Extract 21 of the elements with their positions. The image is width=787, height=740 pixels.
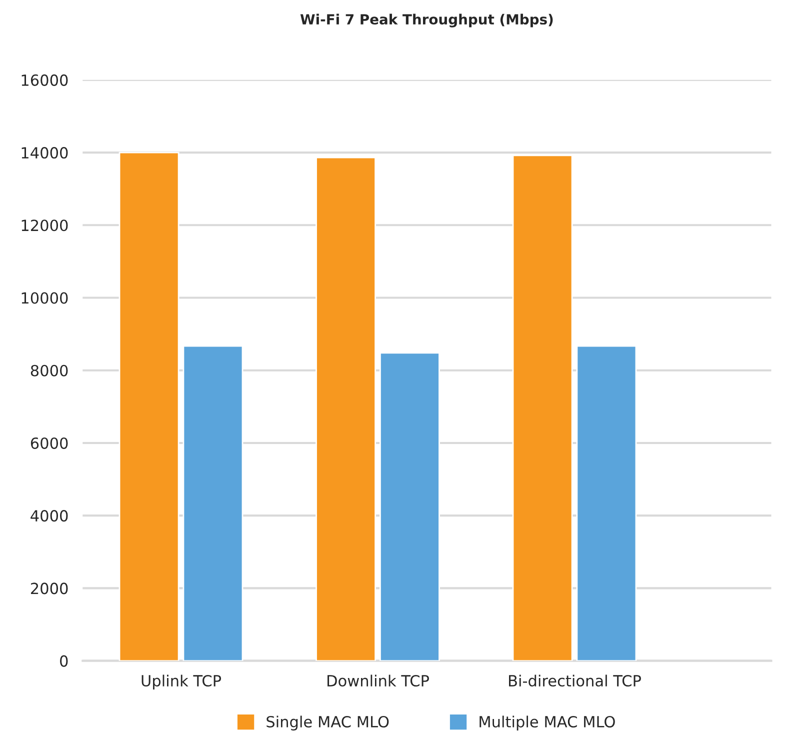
y-tick-label: 14000: [22, 147, 68, 159]
legend-label: Single MAC MLO: [266, 716, 389, 730]
bar: [316, 156, 376, 661]
y-tick-label: 8000: [30, 364, 68, 376]
y-tick-label: 0: [60, 655, 68, 667]
x-tick-label: Bi-directional TCP: [509, 674, 641, 687]
y-tick-label: 2000: [30, 582, 68, 594]
bar: [512, 154, 573, 661]
y-tick-label: 10000: [22, 292, 68, 304]
x-tick-label: Uplink TCP: [142, 674, 222, 690]
y-tick-label: 16000: [22, 74, 68, 86]
bar: [118, 152, 180, 661]
y-tick-label: 6000: [30, 437, 68, 450]
x-tick-label: Downlink TCP: [328, 674, 429, 687]
chart-title: Wi-Fi 7 Peak Throughput (Mbps): [300, 14, 553, 28]
legend-label: Multiple MAC MLO: [480, 716, 615, 730]
y-tick-label: 12000: [22, 220, 68, 232]
bar: [576, 345, 637, 661]
bar: [182, 345, 244, 661]
bar: [380, 352, 440, 661]
y-tick-label: 4000: [30, 510, 68, 522]
